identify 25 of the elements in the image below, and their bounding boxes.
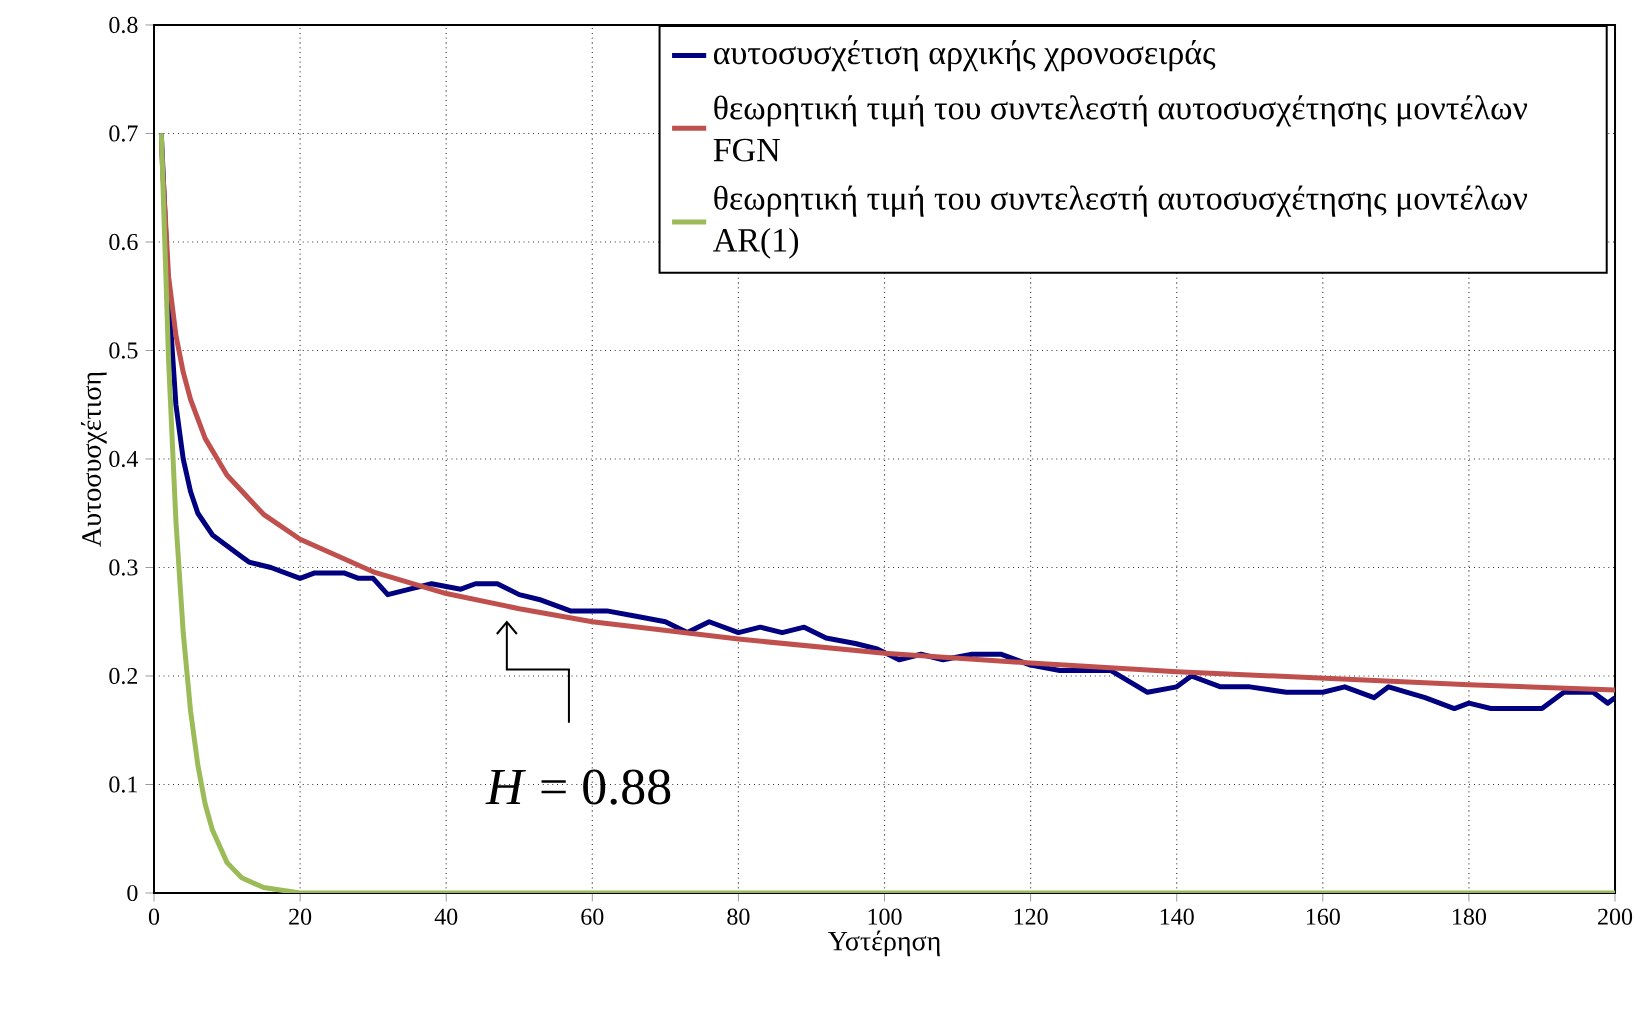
y-tick-label: 0.6: [109, 233, 138, 251]
y-tick-label: 0.1: [109, 776, 137, 793]
y-tick-label: 0: [127, 884, 138, 902]
y-tick-label: 0.3: [109, 559, 138, 576]
x-tick-label: 180: [1453, 908, 1486, 925]
y-tick-label: 0.4: [109, 450, 139, 468]
x-tick-label: 140: [1160, 908, 1194, 925]
x-tick-label: 200: [1598, 908, 1633, 925]
y-axis-title: Αυτοσυσχέτιση: [80, 372, 107, 547]
x-axis-title: Υστέρηση: [828, 930, 940, 957]
y-tick-label: 0.2: [109, 667, 138, 685]
y-tick-label: 0.7: [109, 125, 138, 142]
x-tick-label: 80: [727, 908, 750, 925]
y-tick-label: 0.5: [109, 342, 138, 359]
x-tick-label: 0: [148, 908, 160, 925]
x-tick-label: 40: [434, 908, 458, 925]
y-tick-label: 0.8: [109, 16, 138, 34]
x-tick-label: 60: [581, 908, 604, 925]
x-tick-label: 160: [1306, 908, 1340, 925]
x-tick-label: 120: [1014, 908, 1048, 925]
legend-label: θεωρητική τιμή του συντελεστή αυτοσυσχέτησης μοντέλων AR(1): [713, 185, 1528, 259]
legend-label: αυτοσυσχέτιση αρχικής χρονοσειράς: [713, 40, 1216, 72]
x-tick-label: 20: [289, 908, 312, 925]
annotation: H = 0.88: [485, 769, 671, 805]
x-tick-label: 100: [868, 908, 902, 925]
